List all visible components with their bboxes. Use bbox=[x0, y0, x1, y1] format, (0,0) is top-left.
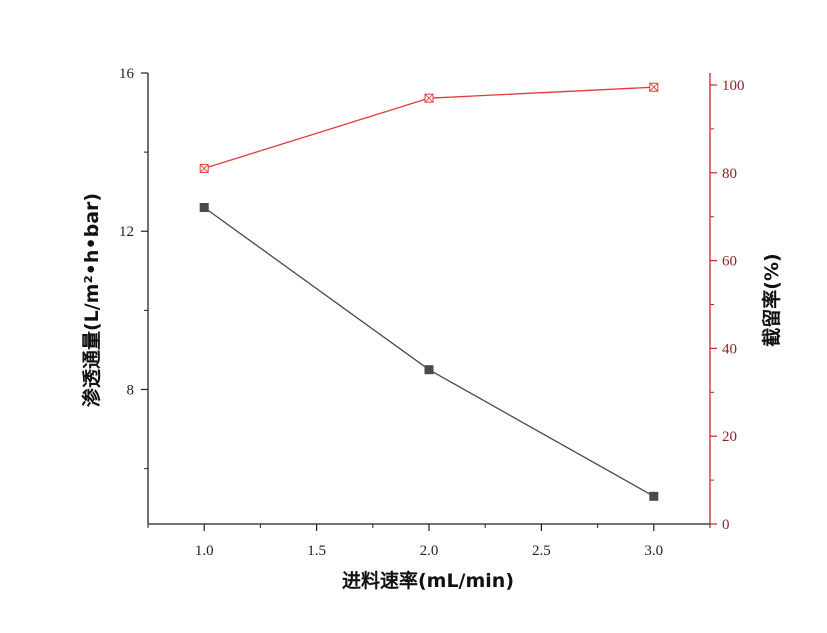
marker-cross bbox=[649, 82, 659, 92]
marker-cross bbox=[199, 164, 209, 173]
y-axis-title: 渗透通量(L/m²•h•bar) bbox=[80, 193, 103, 407]
x-axis: 1.0 1.5 2.0 2.5 3.0 bbox=[147, 523, 711, 559]
y-tick-label: 16 bbox=[119, 66, 135, 82]
y2-tick-label: 0 bbox=[722, 517, 730, 533]
y2-tick-label: 100 bbox=[722, 78, 745, 94]
series-layer bbox=[199, 82, 659, 501]
x-tick-label: 1.0 bbox=[195, 543, 214, 559]
y2-tick-label: 20 bbox=[722, 429, 737, 445]
y-tick-label: 12 bbox=[119, 224, 134, 240]
y2-axis-title: 截留率(%) bbox=[760, 253, 783, 346]
data-point-2 bbox=[199, 163, 209, 173]
y-axis-right: 0 20 40 60 80 100 bbox=[709, 73, 745, 533]
x-tick-label: 1.5 bbox=[307, 543, 326, 559]
y2-tick-label: 60 bbox=[722, 254, 737, 270]
x-tick-label: 2.0 bbox=[420, 543, 439, 559]
x-tick-label: 2.5 bbox=[532, 543, 551, 559]
x-tick-label: 3.0 bbox=[644, 543, 663, 559]
y2-tick-label: 80 bbox=[722, 166, 737, 182]
data-point-1 bbox=[649, 491, 659, 501]
x-axis-title: 进料速率(mL/min) bbox=[342, 569, 514, 592]
y-axis-left: 8 12 16 bbox=[119, 66, 149, 524]
data-point-2 bbox=[424, 93, 434, 103]
data-point-1 bbox=[424, 365, 434, 375]
marker-cross bbox=[424, 93, 434, 103]
y-tick-label: 8 bbox=[127, 382, 135, 398]
data-point-1 bbox=[199, 203, 209, 213]
series-line-1 bbox=[203, 206, 655, 497]
data-point-2 bbox=[649, 82, 659, 92]
y2-tick-label: 40 bbox=[722, 341, 737, 357]
